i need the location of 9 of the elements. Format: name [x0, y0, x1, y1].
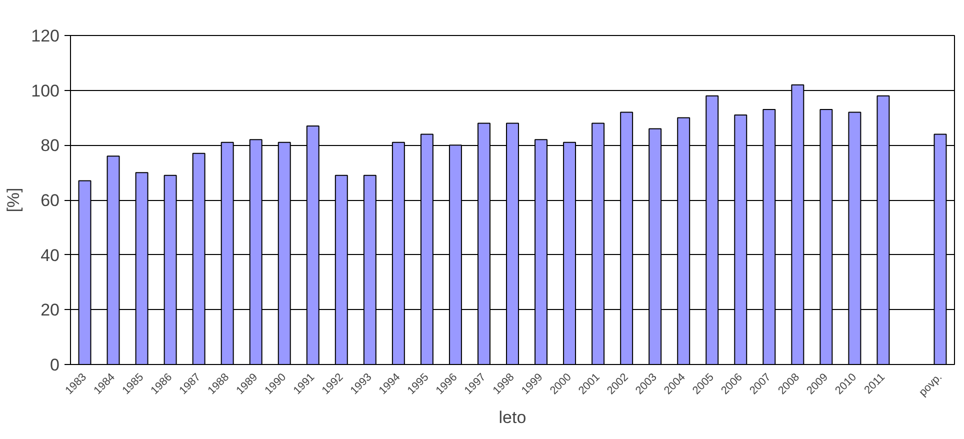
y-tick-label: 0: [50, 356, 60, 374]
y-tick-label: 60: [40, 191, 60, 210]
y-axis-title: [%]: [4, 188, 24, 212]
y-tick-label: 120: [31, 26, 60, 46]
y-tick-label: 100: [31, 81, 60, 100]
y-tick-label: 20: [40, 300, 60, 320]
y-tick-label: 80: [40, 136, 60, 156]
y-tick-label: 40: [40, 246, 60, 265]
x-axis-title: leto: [498, 408, 526, 428]
